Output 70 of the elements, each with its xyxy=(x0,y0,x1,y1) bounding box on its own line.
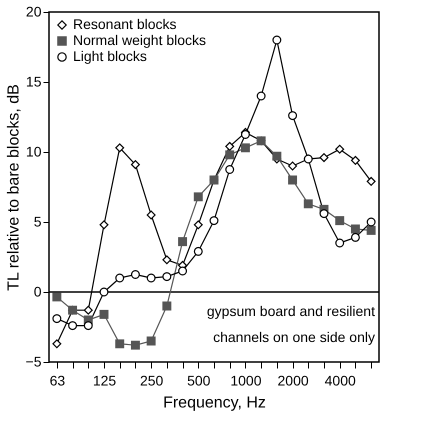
point xyxy=(52,292,62,302)
point xyxy=(84,306,93,315)
point xyxy=(100,220,108,230)
y-axis-title: TL relative to bare blocks, dB xyxy=(6,84,23,291)
point xyxy=(320,153,328,162)
point xyxy=(335,238,344,248)
point xyxy=(52,314,62,324)
y-tick-label: −5 xyxy=(26,354,42,370)
point xyxy=(350,156,360,165)
point xyxy=(366,176,376,186)
point xyxy=(178,237,188,246)
x-tick-label: 125 xyxy=(92,372,116,388)
point xyxy=(288,162,298,170)
point xyxy=(350,232,360,242)
point xyxy=(225,150,234,160)
point xyxy=(115,143,124,152)
point xyxy=(335,144,344,154)
point xyxy=(146,210,156,220)
y-tick-label: 15 xyxy=(26,74,42,90)
point xyxy=(320,209,328,218)
point xyxy=(130,160,140,170)
point xyxy=(100,288,108,296)
y-tick-label: 5 xyxy=(34,214,42,230)
point xyxy=(162,255,172,264)
point xyxy=(240,130,250,139)
x-tick-label: 2000 xyxy=(277,372,309,388)
point xyxy=(178,266,188,276)
x-tick-label: 63 xyxy=(50,372,66,388)
legend-label: Normal weight blocks xyxy=(73,32,206,48)
point xyxy=(115,339,124,348)
point xyxy=(366,218,376,226)
legend-label: Resonant blocks xyxy=(73,16,177,32)
point xyxy=(272,152,282,161)
point xyxy=(304,199,313,208)
y-tick-label: 0 xyxy=(34,284,42,300)
point xyxy=(146,274,156,282)
point xyxy=(115,274,124,282)
point xyxy=(130,340,140,350)
x-tick-label: 1000 xyxy=(230,372,262,388)
point xyxy=(256,92,266,100)
point xyxy=(210,216,218,226)
point xyxy=(52,339,62,348)
y-tick-label: 10 xyxy=(26,144,42,160)
annotation: gypsum board and resilient xyxy=(206,303,376,319)
x-tick-label: 250 xyxy=(140,372,164,388)
x-tick-label: 4000 xyxy=(324,372,356,388)
point xyxy=(366,226,376,235)
x-tick-label: 500 xyxy=(187,372,211,388)
x-axis-title: Frequency, Hz xyxy=(163,394,266,412)
point xyxy=(68,321,78,330)
point xyxy=(100,310,108,319)
point xyxy=(240,143,250,152)
point xyxy=(194,192,203,202)
point xyxy=(225,165,234,174)
point xyxy=(162,302,172,310)
point xyxy=(335,216,344,226)
point xyxy=(272,36,282,44)
point xyxy=(162,272,172,282)
point xyxy=(225,142,234,151)
point xyxy=(84,321,93,330)
point xyxy=(350,224,360,234)
point xyxy=(146,336,156,346)
y-tick-label: 20 xyxy=(26,4,42,20)
point xyxy=(194,246,203,256)
legend-label: Light blocks xyxy=(73,48,147,64)
point xyxy=(288,111,298,120)
point xyxy=(194,220,203,230)
annotation: channels on one side only xyxy=(213,329,375,345)
point xyxy=(130,270,140,279)
point xyxy=(288,176,298,184)
